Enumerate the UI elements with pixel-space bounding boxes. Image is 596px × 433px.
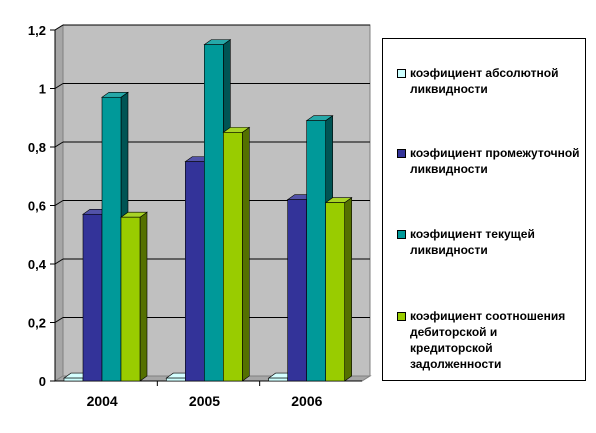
bar <box>306 120 326 382</box>
gridline-side <box>54 200 64 206</box>
bar <box>82 213 103 382</box>
legend-label: коэфициент текущей ликвидности <box>410 227 535 257</box>
legend-swatch-1 <box>397 149 406 158</box>
legend-item: коэфициент абсолютной ликвидности <box>397 65 583 97</box>
legend-item: коэфициент текущей ликвидности <box>397 226 583 258</box>
y-tick-label: 0,8 <box>28 140 46 155</box>
y-tick-label: 0 <box>39 374 46 389</box>
bar <box>120 216 141 382</box>
chart-legend: коэфициент абсолютной ликвидности коэфиц… <box>382 38 586 381</box>
y-tick-label: 0,6 <box>28 199 46 214</box>
bar <box>268 377 288 382</box>
y-tick-label: 1,2 <box>28 23 46 38</box>
y-tick-label: 0,4 <box>28 257 47 272</box>
x-tick-label: 2006 <box>291 393 322 409</box>
x-tick-label: 2004 <box>87 393 118 409</box>
x-tick-label: 2005 <box>189 393 220 409</box>
bar-side <box>242 126 250 382</box>
legend-swatch-2 <box>397 230 406 239</box>
bar-side <box>344 196 352 382</box>
bar <box>223 132 243 382</box>
legend-swatch-0 <box>397 69 406 78</box>
legend-item: коэфициент соотношения дебиторской и кре… <box>397 308 583 372</box>
legend-item: коэфициент промежуточной ликвидности <box>397 145 583 177</box>
legend-label: коэфициент абсолютной ликвидности <box>410 66 559 96</box>
legend-label: коэфициент соотношения дебиторской и кре… <box>410 309 566 371</box>
bar <box>325 202 345 382</box>
gridline-side <box>54 141 64 148</box>
bar <box>287 199 307 382</box>
gridline-side <box>54 317 64 323</box>
bar-side <box>139 211 148 382</box>
gridline-side <box>54 83 64 89</box>
y-tick-label: 1 <box>39 82 46 97</box>
bar <box>185 161 205 382</box>
legend-swatch-3 <box>397 312 406 321</box>
legend-label: коэфициент промежуточной ликвидности <box>410 146 580 176</box>
bar <box>101 96 122 382</box>
bar <box>166 377 186 382</box>
bar <box>63 377 84 382</box>
gridline-side <box>54 258 64 265</box>
gridline-side <box>54 24 64 31</box>
bar <box>204 44 224 382</box>
y-tick-label: 0,2 <box>28 316 46 331</box>
